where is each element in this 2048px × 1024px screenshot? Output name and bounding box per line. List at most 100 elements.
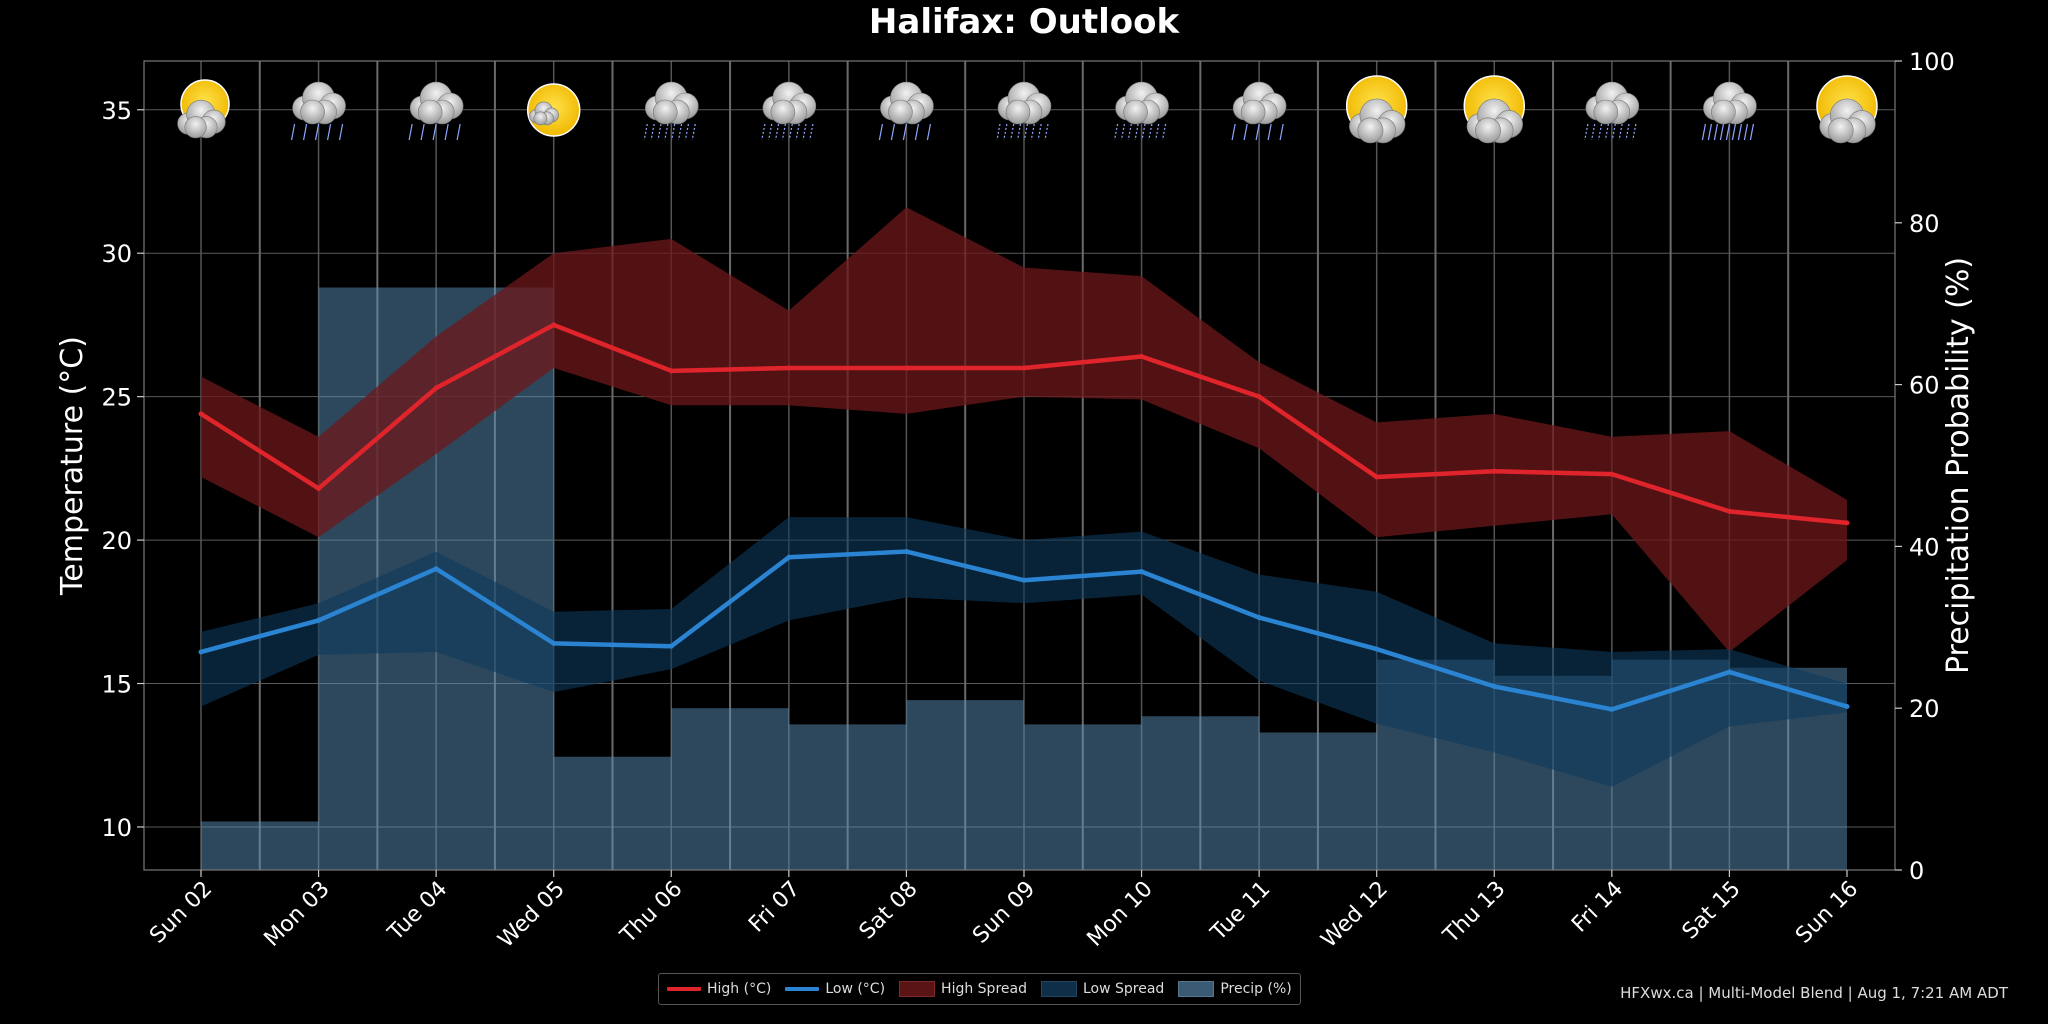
rain-drop [420, 123, 425, 141]
rain-drop [1161, 123, 1167, 141]
rain-drop [1604, 123, 1610, 141]
legend-swatch-low-spread [1040, 981, 1077, 997]
high-temp-point [1726, 508, 1732, 514]
low-temp-point [1491, 683, 1497, 689]
rain-drop [1725, 123, 1730, 141]
rain-drop [1141, 123, 1146, 141]
rain-drop [996, 123, 1001, 141]
rain-drop [1231, 123, 1236, 141]
sun-cloud-icon [177, 79, 230, 139]
low-temp-point [198, 649, 204, 655]
legend-item-low: Low (°C) [785, 981, 885, 997]
rain-drop [926, 123, 932, 141]
rain-drop [684, 123, 690, 141]
cloud-shape [1232, 81, 1287, 125]
rain-drop [444, 123, 449, 141]
rain-drop [1134, 123, 1139, 141]
cloud-puff [1593, 99, 1619, 125]
x-tick-label: Wed 05 [494, 877, 570, 953]
low-temp-point [1374, 646, 1380, 652]
cloud-shape [1703, 81, 1757, 125]
sun-cloud-icon [1816, 75, 1878, 144]
precip-bar [1259, 732, 1377, 870]
cloud-shape [997, 81, 1052, 125]
sun-cloud-icon [526, 83, 581, 137]
x-tick-label: Fri 07 [744, 877, 805, 938]
rain-drop [1148, 123, 1153, 141]
rain-drop [326, 123, 332, 141]
plot-frame [143, 60, 1896, 871]
cloud-puff [652, 99, 678, 125]
rain-drop [643, 123, 648, 141]
cloud-shape [1585, 81, 1640, 125]
cloud-shape [880, 81, 934, 125]
rain-streaks [996, 123, 1049, 141]
precip-bar [906, 700, 1024, 870]
low-temp-point [1844, 703, 1850, 709]
cloud-shape [762, 81, 817, 125]
rain-drop [1707, 123, 1712, 141]
cloud-shape [409, 81, 464, 125]
high-temp-point [903, 365, 909, 371]
rain-drop [1591, 123, 1596, 141]
low-temp-point [1256, 615, 1262, 621]
rain-drop [1597, 123, 1603, 141]
legend-label-high-spread: High Spread [941, 981, 1027, 997]
rain-drop [1023, 123, 1029, 141]
spread-bands-layer [201, 207, 1847, 787]
x-tick-label: Tue 04 [383, 877, 453, 947]
cloud-puff [888, 99, 913, 125]
high-temp-point [551, 322, 557, 328]
y-tick-label: 20 [101, 527, 132, 555]
x-tick-label: Tue 11 [1206, 877, 1276, 947]
weather-icons-layer [177, 75, 1878, 144]
rain-streaks [290, 123, 344, 141]
cloud-shape [1349, 98, 1406, 144]
sun-cloud-icon [1463, 75, 1526, 144]
y2-tick-label: 20 [1909, 695, 1940, 723]
cloud-shape [529, 101, 559, 126]
cloud-shape [292, 81, 346, 125]
legend-swatch-low [785, 987, 820, 991]
y2-tick-label: 100 [1909, 48, 1955, 76]
rain-streaks [1113, 123, 1167, 141]
rain-drop [456, 123, 461, 141]
rain-drop [432, 123, 437, 141]
footer-credit: HFXwx.ca | Multi-Model Blend | Aug 1, 7:… [1620, 984, 2008, 1002]
rain-drop [1010, 123, 1015, 141]
cloud-puff [300, 99, 325, 125]
cloud-puff [184, 116, 207, 139]
legend-swatch-precip [1178, 981, 1215, 997]
rain-icon [290, 81, 346, 141]
x-tick-label: Mon 03 [260, 877, 335, 952]
y2-tick-label: 80 [1909, 210, 1940, 238]
sleet-icon [1113, 81, 1169, 141]
rain-drop [761, 123, 766, 141]
rain-icon [408, 81, 464, 141]
x-tick-label: Sun 02 [145, 877, 217, 949]
precip-bar [1023, 724, 1142, 870]
temperature-lines-layer [198, 322, 1850, 712]
precip-bar [788, 724, 907, 870]
cloud-shape [1115, 81, 1169, 125]
rain-drop [1701, 123, 1706, 141]
high-temp-point [786, 365, 792, 371]
rain-drop [1737, 123, 1742, 141]
rain-drop [338, 123, 344, 141]
cloud-puff [1827, 117, 1854, 144]
rain-drop [1016, 123, 1022, 141]
rain-drop [657, 123, 662, 141]
precip-bar [671, 708, 789, 870]
rain-drop [802, 123, 807, 141]
rain-drop [314, 123, 320, 141]
rain-streaks [1231, 123, 1284, 141]
rain-drop [1113, 123, 1119, 141]
low-temp-point [316, 617, 322, 623]
rain-drop [1003, 123, 1008, 141]
high-temp-point [1139, 353, 1145, 359]
rain-drop [1030, 123, 1035, 141]
legend-label-precip: Precip (%) [1220, 981, 1292, 997]
cloud-puff [1123, 99, 1148, 125]
rain-drop [1611, 123, 1616, 141]
